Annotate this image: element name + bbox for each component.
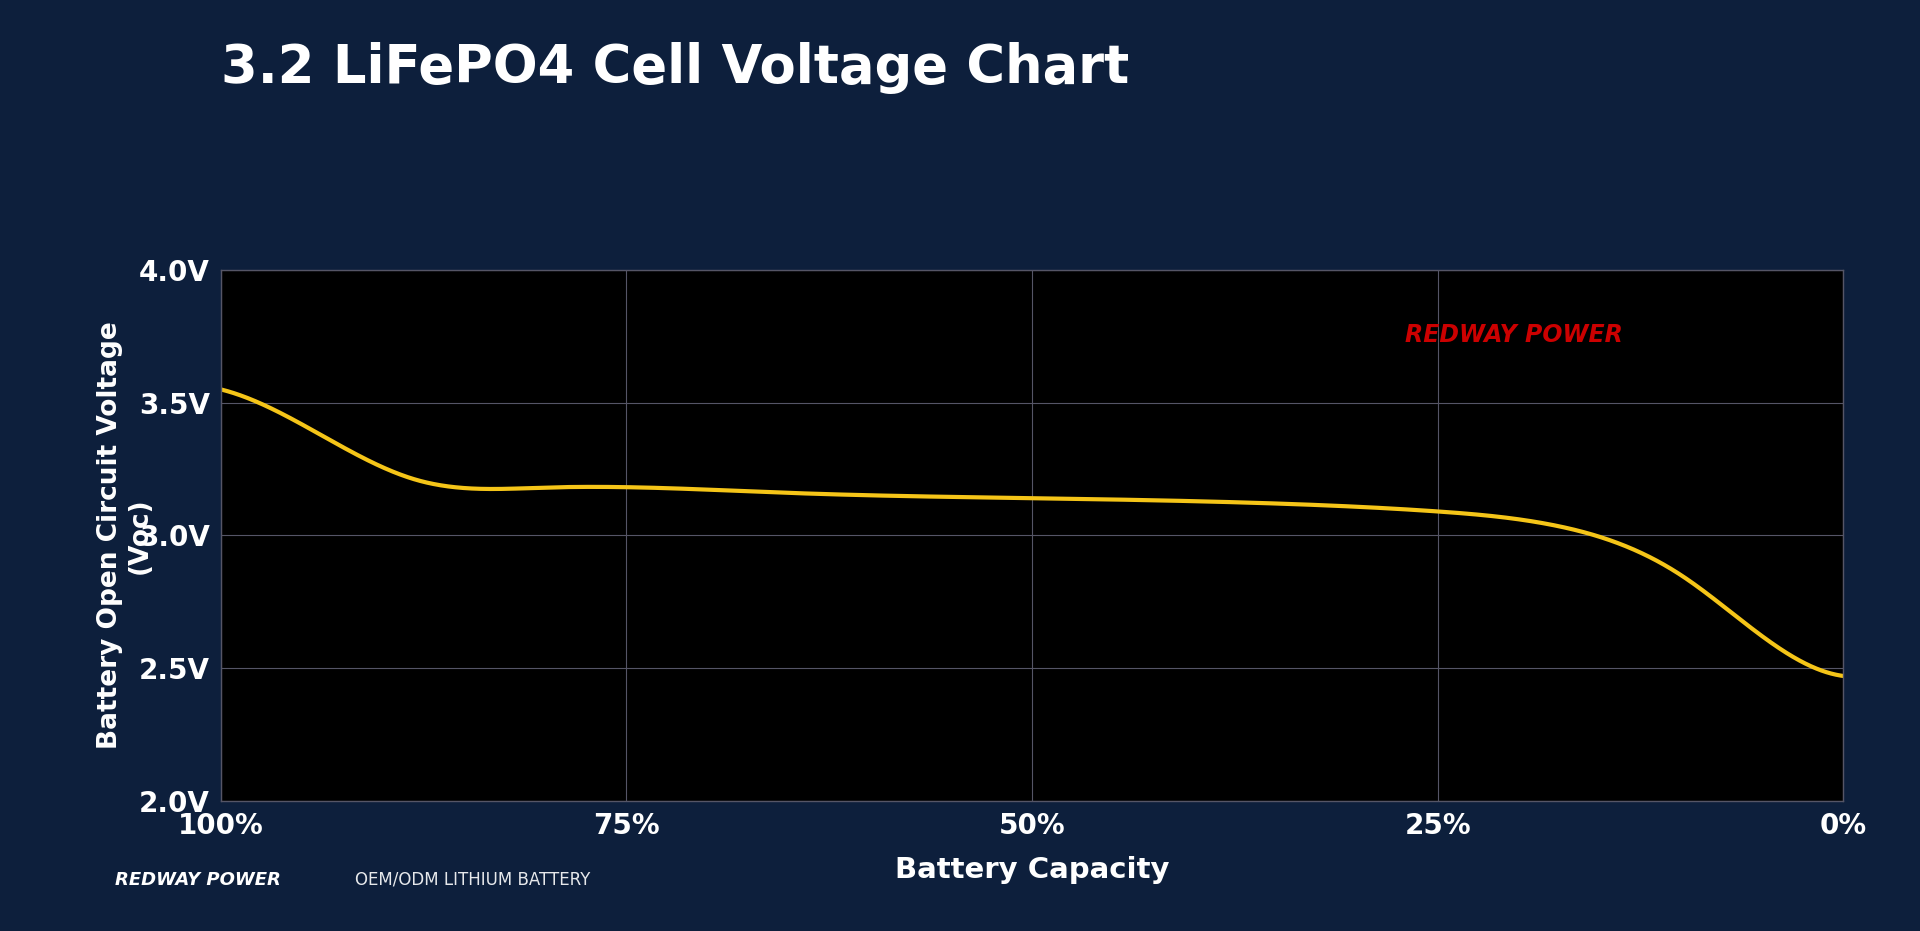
Text: 3.2 LiFePO4 Cell Voltage Chart: 3.2 LiFePO4 Cell Voltage Chart: [221, 42, 1129, 94]
Text: OEM/ODM LITHIUM BATTERY: OEM/ODM LITHIUM BATTERY: [355, 870, 591, 889]
Text: REDWAY POWER: REDWAY POWER: [115, 870, 280, 889]
Text: REDWAY POWER: REDWAY POWER: [1405, 323, 1622, 347]
Y-axis label: Battery Open Circuit Voltage
(Voc): Battery Open Circuit Voltage (Voc): [96, 321, 154, 749]
X-axis label: Battery Capacity: Battery Capacity: [895, 857, 1169, 884]
